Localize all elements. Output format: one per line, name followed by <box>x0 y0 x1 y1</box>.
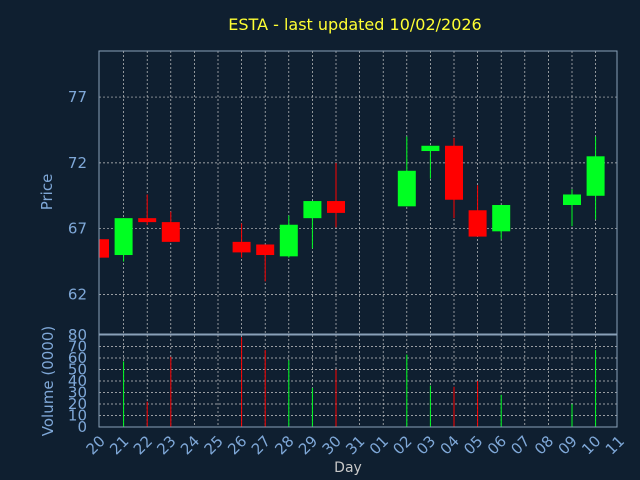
volume-tick-label: 0 <box>77 418 87 436</box>
volume-panel-frame <box>98 334 618 428</box>
day-tick-label: 09 <box>555 432 581 458</box>
day-tick-label: 25 <box>201 432 227 458</box>
price-tick-label: 77 <box>68 88 87 106</box>
day-tick-label: 28 <box>271 432 297 458</box>
day-tick-label: 26 <box>224 432 250 458</box>
day-tick-label: 21 <box>106 432 132 458</box>
candle-body <box>138 218 157 223</box>
day-tick-label: 31 <box>342 432 368 458</box>
candle-body <box>100 239 109 258</box>
day-tick-label: 06 <box>484 432 510 458</box>
volume-tick-label: 70 <box>68 338 87 356</box>
volume-tick-label: 20 <box>68 395 87 413</box>
candle-body <box>161 222 180 242</box>
day-tick-label: 24 <box>177 432 203 458</box>
price-tick-label: 67 <box>68 220 87 238</box>
tick-labels: 6267727701020304050607080202122232425262… <box>68 88 628 458</box>
price-axis-label: Price <box>38 174 56 211</box>
day-tick-label: 10 <box>578 432 604 458</box>
day-tick-label: 23 <box>153 432 179 458</box>
candle-body <box>279 224 298 257</box>
candle-body <box>445 145 463 200</box>
day-tick-label: 27 <box>248 432 274 458</box>
candle-body <box>586 156 605 196</box>
volume-tick-label: 50 <box>68 361 87 379</box>
candle-body <box>421 145 440 152</box>
volume-tick-label: 40 <box>68 372 87 390</box>
day-tick-label: 01 <box>366 432 392 458</box>
candle-body <box>492 205 511 232</box>
volume-tick-label: 60 <box>68 349 87 367</box>
day-tick-label: 03 <box>413 432 439 458</box>
volume-tick-label: 10 <box>68 407 87 425</box>
volume-bars <box>123 337 597 427</box>
candle-body <box>327 201 345 213</box>
day-tick-label: 04 <box>437 432 463 458</box>
day-tick-label: 29 <box>295 432 321 458</box>
candle-body <box>397 170 416 207</box>
volume-tick-label: 80 <box>68 326 87 344</box>
day-tick-label: 02 <box>389 432 415 458</box>
candle-body <box>114 218 133 256</box>
day-tick-label: 22 <box>130 432 156 458</box>
volume-axis-label: Volume (0000) <box>39 326 57 436</box>
candle-body <box>256 244 275 256</box>
price-tick-label: 72 <box>68 154 87 172</box>
day-tick-label: 05 <box>460 432 486 458</box>
candle-body <box>303 201 322 219</box>
candles <box>99 136 605 282</box>
day-tick-label: 20 <box>83 432 109 458</box>
day-tick-label: 11 <box>602 432 628 458</box>
candle-body <box>468 210 487 237</box>
chart-title: ESTA - last updated 10/02/2026 <box>228 15 481 34</box>
day-tick-label: 07 <box>507 432 533 458</box>
price-panel-frame <box>98 50 618 335</box>
candle-body <box>232 241 251 253</box>
price-tick-label: 62 <box>68 286 87 304</box>
day-tick-label: 08 <box>531 432 557 458</box>
day-tick-label: 30 <box>319 432 345 458</box>
volume-tick-label: 30 <box>68 384 87 402</box>
day-axis-label: Day <box>334 460 362 476</box>
candle-body <box>563 194 581 206</box>
